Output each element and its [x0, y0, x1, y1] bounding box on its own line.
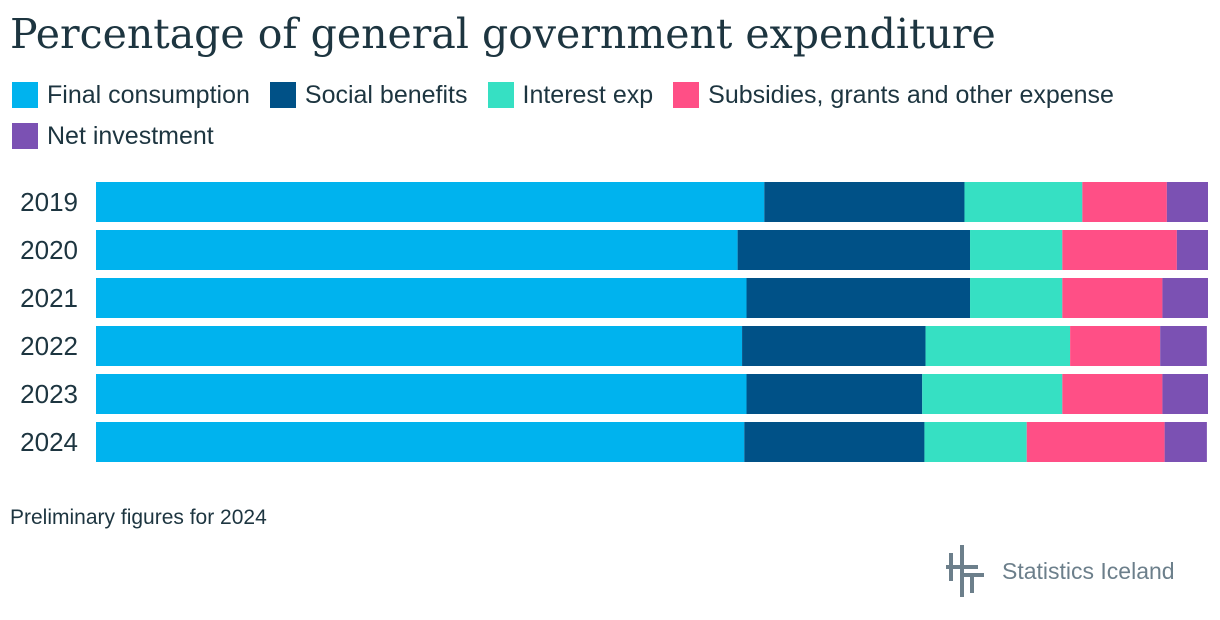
- y-tick-label: 2019: [20, 187, 78, 217]
- bar-segment[interactable]: [964, 182, 1083, 222]
- legend-item[interactable]: Final consumption: [12, 80, 250, 110]
- bar-segment[interactable]: [1164, 422, 1207, 462]
- chart-title: Percentage of general government expendi…: [10, 10, 996, 58]
- legend-label: Subsidies, grants and other expense: [708, 80, 1114, 109]
- bar-segment[interactable]: [746, 374, 923, 414]
- bar-segment[interactable]: [1166, 182, 1208, 222]
- y-tick-label: 2020: [20, 235, 78, 265]
- legend: Final consumption Social benefits Interest…: [12, 80, 1212, 151]
- bar-segment[interactable]: [1082, 182, 1167, 222]
- bar-segment[interactable]: [96, 326, 743, 366]
- chart-plot-area: 2019 2020 2021 2022 2023 2024: [20, 182, 1208, 462]
- statistics-iceland-logo-icon: [946, 545, 984, 597]
- logo-text: Statistics Iceland: [1002, 557, 1175, 584]
- y-tick-label: 2022: [20, 331, 78, 361]
- bar-segment[interactable]: [742, 326, 926, 366]
- bar-segment[interactable]: [96, 374, 747, 414]
- legend-label: Interest exp: [522, 80, 654, 109]
- legend-swatch: [269, 82, 296, 108]
- bar-segment[interactable]: [924, 422, 1027, 462]
- y-tick-label: 2023: [20, 379, 78, 409]
- footnote: Preliminary figures for 2024: [10, 506, 267, 529]
- bar-segment[interactable]: [746, 278, 971, 318]
- legend-swatch: [12, 123, 38, 149]
- bar-segment[interactable]: [1162, 278, 1208, 318]
- legend-item[interactable]: Social benefits: [269, 80, 468, 110]
- bar-segment[interactable]: [96, 278, 747, 318]
- legend-swatch: [12, 82, 38, 108]
- bar-segment[interactable]: [96, 230, 738, 270]
- bar-segment[interactable]: [1176, 230, 1208, 270]
- y-tick-label: 2021: [20, 283, 78, 313]
- bar-segment[interactable]: [764, 182, 965, 222]
- y-tick-label: 2024: [20, 427, 78, 457]
- bar-segment[interactable]: [922, 374, 1063, 414]
- bar-segment[interactable]: [925, 326, 1071, 366]
- bar-segment[interactable]: [1160, 326, 1207, 366]
- legend-swatch: [487, 82, 514, 108]
- bar-segment[interactable]: [970, 278, 1063, 318]
- bar-segment[interactable]: [96, 422, 745, 462]
- statistics-iceland-logo[interactable]: Statistics Iceland: [946, 545, 1175, 597]
- legend-item[interactable]: Subsidies, grants and other expense: [673, 80, 1114, 110]
- bar-segment[interactable]: [744, 422, 925, 462]
- legend-item[interactable]: Net investment: [12, 121, 214, 151]
- legend-swatch: [673, 82, 700, 108]
- bar-segment[interactable]: [96, 182, 765, 222]
- bar-segment[interactable]: [1162, 374, 1208, 414]
- bar-segment[interactable]: [1026, 422, 1165, 462]
- bar-segment[interactable]: [1062, 374, 1163, 414]
- bar-segment[interactable]: [737, 230, 971, 270]
- bar-segment[interactable]: [1062, 278, 1163, 318]
- bar-segment[interactable]: [1062, 230, 1177, 270]
- legend-label: Final consumption: [47, 80, 250, 109]
- legend-item[interactable]: Interest exp: [487, 80, 654, 110]
- bar-segment[interactable]: [1070, 326, 1161, 366]
- bar-segment[interactable]: [970, 230, 1063, 270]
- legend-label: Net investment: [47, 121, 214, 150]
- legend-label: Social benefits: [304, 80, 468, 109]
